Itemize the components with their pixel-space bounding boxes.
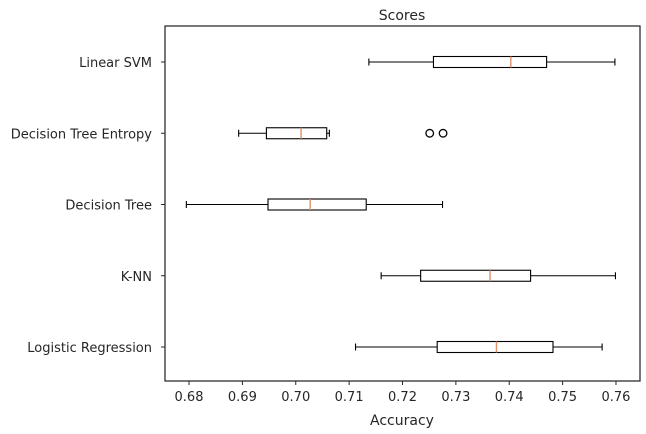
y-tick-label: K-NN bbox=[121, 270, 152, 285]
y-tick-label: Decision Tree bbox=[65, 199, 152, 214]
x-tick-label: 0.75 bbox=[548, 390, 577, 405]
x-tick-label: 0.70 bbox=[281, 390, 310, 405]
box-group bbox=[238, 127, 448, 140]
x-tick-label: 0.68 bbox=[175, 390, 204, 405]
x-tick-label: 0.71 bbox=[335, 390, 364, 405]
box-group bbox=[368, 55, 616, 69]
plot-frame bbox=[164, 25, 641, 382]
iqr-box bbox=[420, 269, 532, 282]
x-axis-ticks: 0.68 0.69 0.70 0.71 0.72 0.73 0.74 0.75 0.76 bbox=[175, 381, 631, 405]
x-axis-label: Accuracy bbox=[370, 413, 434, 429]
y-tick-label: Decision Tree Entropy bbox=[11, 127, 153, 142]
iqr-box bbox=[265, 127, 328, 140]
x-tick-label: 0.73 bbox=[441, 390, 470, 405]
iqr-box bbox=[432, 55, 548, 69]
box-group bbox=[354, 340, 603, 354]
outlier-point bbox=[438, 128, 448, 138]
outlier-point bbox=[425, 128, 435, 138]
x-tick-label: 0.76 bbox=[602, 390, 631, 405]
iqr-box bbox=[267, 198, 367, 211]
box-group bbox=[380, 269, 616, 282]
y-tick-label: Linear SVM bbox=[79, 56, 152, 71]
iqr-box bbox=[436, 340, 554, 354]
y-tick-label: Logistic Regression bbox=[27, 341, 152, 356]
box-series bbox=[185, 55, 616, 354]
box-group bbox=[185, 198, 444, 211]
chart-title: Scores bbox=[379, 8, 426, 24]
y-axis-ticks: Logistic Regression K-NN Decision Tree Deci… bbox=[11, 56, 165, 356]
x-tick-label: 0.69 bbox=[228, 390, 257, 405]
x-tick-label: 0.72 bbox=[388, 390, 417, 405]
x-tick-label: 0.74 bbox=[495, 390, 524, 405]
